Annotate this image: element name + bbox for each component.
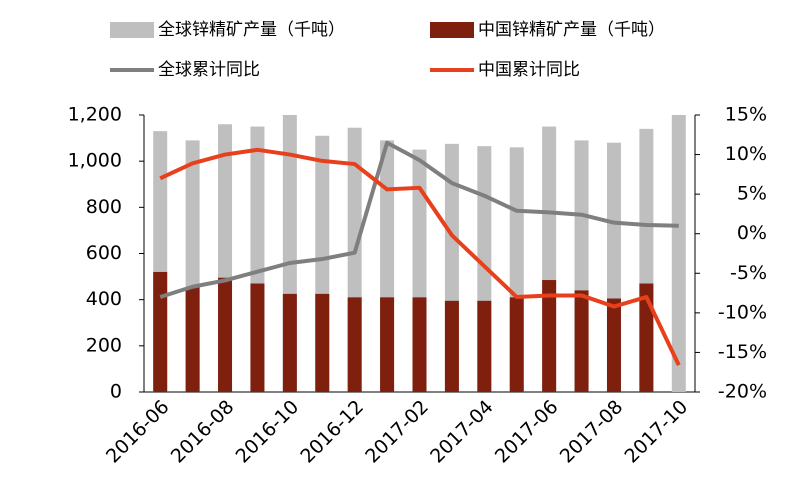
bar	[315, 293, 330, 392]
bar	[185, 286, 200, 392]
legend-label: 全球累计同比	[158, 60, 260, 80]
line	[159, 140, 679, 299]
bar	[380, 297, 395, 392]
y2-tick-label: -20%	[718, 381, 767, 403]
bar	[477, 300, 492, 392]
y2-tick-label: -5%	[730, 262, 767, 284]
y2-tick-label: 15%	[725, 104, 767, 126]
x-tick-label: 2016-12	[296, 396, 368, 468]
x-tick-label: 2016-08	[167, 396, 239, 468]
bar	[347, 297, 362, 392]
legend-label: 全球锌精矿产量（千吨）	[158, 20, 345, 40]
bar	[412, 297, 427, 392]
bar	[671, 115, 686, 392]
y-tick-label: 200	[86, 334, 122, 356]
legend-label: 中国累计同比	[478, 60, 580, 80]
bar	[444, 300, 459, 392]
y-tick-label: 1,000	[68, 150, 122, 172]
y-tick-label: 1,200	[68, 104, 122, 126]
x-tick-label: 2017-08	[556, 396, 628, 468]
legend-swatch	[430, 22, 474, 38]
bar	[250, 283, 265, 392]
bar	[606, 298, 621, 392]
y2-tick-label: -15%	[718, 341, 767, 363]
legend-label: 中国锌精矿产量（千吨）	[478, 20, 665, 40]
y2-tick-label: -10%	[718, 301, 767, 323]
bar	[282, 293, 297, 392]
x-tick-label: 2017-10	[621, 396, 693, 468]
bar	[574, 290, 589, 392]
x-tick-label: 2017-02	[361, 396, 433, 468]
x-tick-label: 2017-04	[426, 396, 498, 468]
bar	[509, 297, 524, 392]
bar	[153, 271, 168, 392]
y2-tick-label: 5%	[737, 183, 767, 205]
x-tick-label: 2016-06	[102, 396, 174, 468]
y-tick-label: 0	[110, 381, 122, 403]
x-tick-label: 2016-10	[232, 396, 304, 468]
y2-tick-label: 0%	[737, 222, 767, 244]
bar	[218, 277, 233, 392]
y-tick-label: 400	[86, 288, 122, 310]
y2-tick-label: 10%	[725, 143, 767, 165]
line	[159, 147, 681, 366]
y-tick-label: 800	[86, 196, 122, 218]
legend-swatch	[110, 22, 154, 38]
bar	[639, 283, 654, 392]
x-tick-label: 2017-06	[491, 396, 563, 468]
bar	[542, 280, 557, 392]
y-tick-label: 600	[86, 242, 122, 264]
